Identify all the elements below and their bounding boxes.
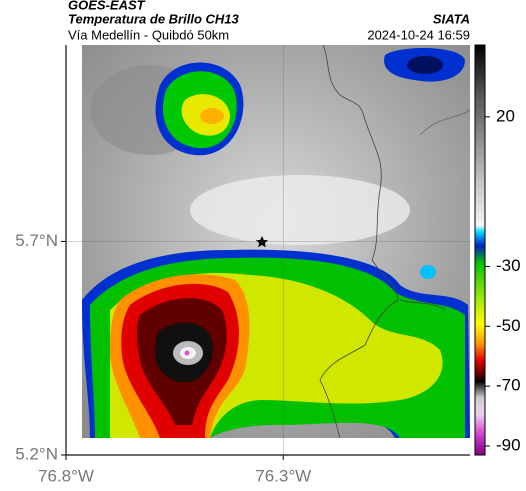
subtitle: Temperatura de Brillo CH13 [68,11,240,26]
y-tick-label: 5.7°N [15,231,58,250]
colorbar-tick-label: -50 [496,316,521,335]
region: Vía Medellín - Quibdó 50km [68,27,229,42]
source: SIATA [433,11,470,26]
colorbar [474,44,486,456]
title: GOES-EAST [68,0,146,12]
colorbar-tick-label: -70 [496,376,521,395]
x-tick-label: 76.3°W [255,466,311,485]
colorbar-tick-label: -30 [496,256,521,275]
y-tick-label: 5.2°N [15,444,58,463]
colorbar-tick-label: 20 [496,106,515,125]
colorbar-tick-label: -90 [496,436,521,455]
x-tick-label: 76.8°W [38,466,94,485]
timestamp: 2024-10-24 16:59 [367,27,470,42]
